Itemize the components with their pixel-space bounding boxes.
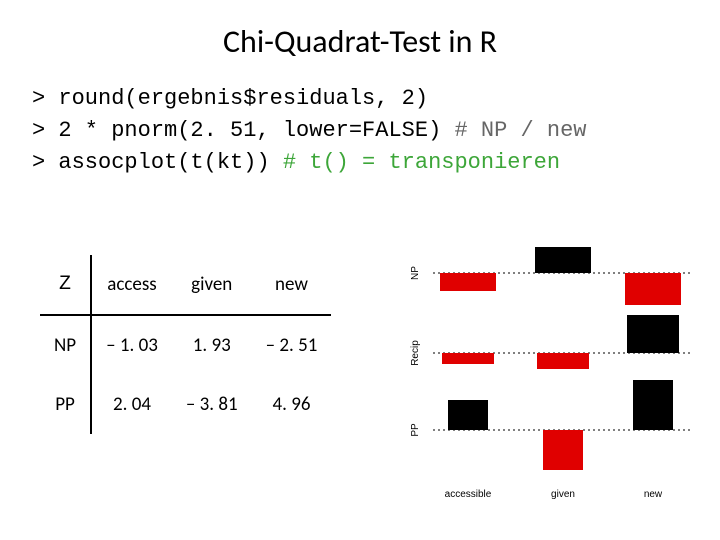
table-row: PP 2. 04 – 3. 81 4. 96 [40, 375, 331, 434]
prompt: > [32, 150, 45, 175]
col-header: given [172, 255, 252, 315]
table-corner: Z [40, 255, 91, 315]
svg-text:given: given [551, 489, 575, 500]
table-row: NP – 1. 03 1. 93 – 2. 51 [40, 315, 331, 375]
cell: 4. 96 [252, 375, 332, 434]
code-comment: # t() = transponieren [283, 150, 560, 175]
code-line-3: > assocplot(t(kt)) # t() = transponieren [32, 147, 688, 179]
col-header: access [91, 255, 172, 315]
page-title: Chi-Quadrat-Test in R [0, 0, 720, 69]
cell: 2. 04 [91, 375, 172, 434]
assoc-plot: NP Recip PP accessible given new [398, 225, 698, 505]
code-text: assocplot(t(kt)) [58, 150, 269, 175]
cell: 1. 93 [172, 315, 252, 375]
cell: – 1. 03 [91, 315, 172, 375]
svg-text:new: new [644, 489, 663, 500]
svg-text:Recip: Recip [410, 340, 421, 366]
prompt: > [32, 118, 45, 143]
cell: – 2. 51 [252, 315, 332, 375]
code-line-1: > round(ergebnis$residuals, 2) [32, 83, 688, 115]
prompt: > [32, 86, 45, 111]
svg-text:accessible: accessible [445, 489, 492, 500]
row-header: NP [40, 315, 91, 375]
cell: – 3. 81 [172, 375, 252, 434]
code-block: > round(ergebnis$residuals, 2) > 2 * pno… [0, 69, 720, 179]
code-comment: # NP / new [454, 118, 586, 143]
svg-text:PP: PP [410, 423, 421, 437]
code-line-2: > 2 * pnorm(2. 51, lower=FALSE) # NP / n… [32, 115, 688, 147]
col-header: new [252, 255, 332, 315]
svg-text:NP: NP [410, 266, 421, 280]
residuals-table: Z access given new NP – 1. 03 1. 93 – 2.… [40, 255, 370, 434]
row-header: PP [40, 375, 91, 434]
code-text: round(ergebnis$residuals, 2) [58, 86, 428, 111]
code-text: 2 * pnorm(2. 51, lower=FALSE) [58, 118, 441, 143]
